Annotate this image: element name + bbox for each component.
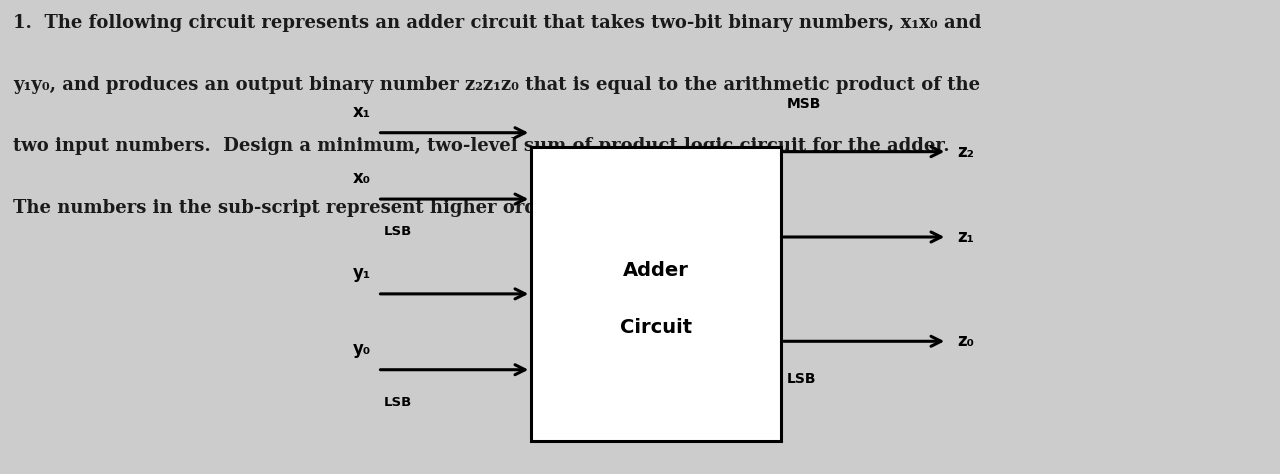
Text: Adder: Adder: [623, 261, 689, 280]
Text: y₀: y₀: [353, 340, 371, 358]
Text: z₁: z₁: [957, 228, 974, 246]
Text: LSB: LSB: [384, 225, 412, 238]
Text: LSB: LSB: [384, 396, 412, 409]
Text: y₁y₀, and produces an output binary number z₂z₁z₀ that is equal to the arithmeti: y₁y₀, and produces an output binary numb…: [13, 76, 980, 94]
Text: The numbers in the sub-script represent higher order bits.: The numbers in the sub-script represent …: [13, 199, 608, 217]
Text: z₀: z₀: [957, 332, 974, 350]
Text: MSB: MSB: [787, 97, 822, 111]
Text: Circuit: Circuit: [620, 318, 692, 337]
Text: x₀: x₀: [353, 169, 371, 187]
Text: y₁: y₁: [353, 264, 371, 282]
Text: LSB: LSB: [787, 372, 817, 386]
Text: z₂: z₂: [957, 143, 974, 161]
Text: two input numbers.  Design a minimum, two-level sum of product logic circuit for: two input numbers. Design a minimum, two…: [13, 137, 950, 155]
Text: x₁: x₁: [353, 103, 371, 121]
Bar: [531, 147, 781, 441]
Text: 1.  The following circuit represents an adder circuit that takes two-bit binary : 1. The following circuit represents an a…: [13, 14, 982, 32]
